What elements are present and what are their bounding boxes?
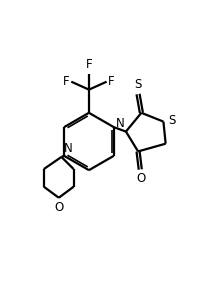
Text: N: N bbox=[116, 117, 125, 131]
Text: F: F bbox=[86, 58, 92, 71]
Text: F: F bbox=[63, 75, 70, 88]
Text: S: S bbox=[134, 78, 142, 91]
Text: O: O bbox=[137, 172, 146, 185]
Text: S: S bbox=[168, 114, 176, 127]
Text: F: F bbox=[108, 75, 115, 88]
Text: N: N bbox=[64, 142, 72, 155]
Text: O: O bbox=[54, 201, 64, 214]
